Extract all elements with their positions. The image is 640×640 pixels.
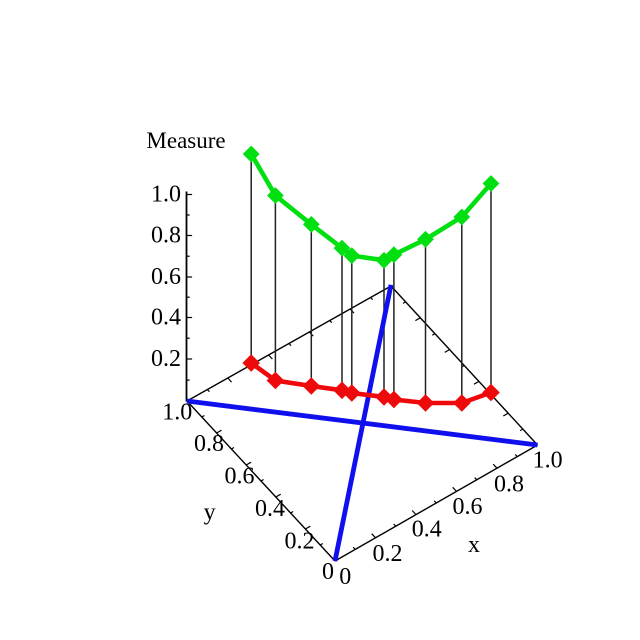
svg-text:0.2: 0.2	[285, 529, 315, 555]
svg-text:x: x	[468, 532, 480, 558]
svg-text:y: y	[204, 500, 216, 526]
svg-text:0.4: 0.4	[412, 516, 442, 542]
svg-text:0: 0	[339, 564, 351, 590]
svg-text:0.6: 0.6	[453, 494, 483, 520]
svg-text:0.8: 0.8	[151, 223, 181, 249]
svg-text:0.2: 0.2	[373, 541, 403, 567]
svg-text:1.0: 1.0	[162, 400, 192, 426]
svg-text:Measure: Measure	[146, 128, 225, 153]
svg-text:0.2: 0.2	[151, 346, 181, 372]
svg-text:0: 0	[322, 559, 334, 585]
svg-text:1.0: 1.0	[533, 447, 563, 473]
svg-text:1.0: 1.0	[151, 182, 181, 208]
svg-text:0.6: 0.6	[151, 264, 181, 290]
svg-text:0.4: 0.4	[255, 496, 285, 522]
svg-text:0.8: 0.8	[194, 431, 224, 457]
svg-text:0.8: 0.8	[494, 471, 524, 497]
svg-text:0.4: 0.4	[151, 305, 181, 331]
svg-text:0.6: 0.6	[225, 464, 255, 490]
